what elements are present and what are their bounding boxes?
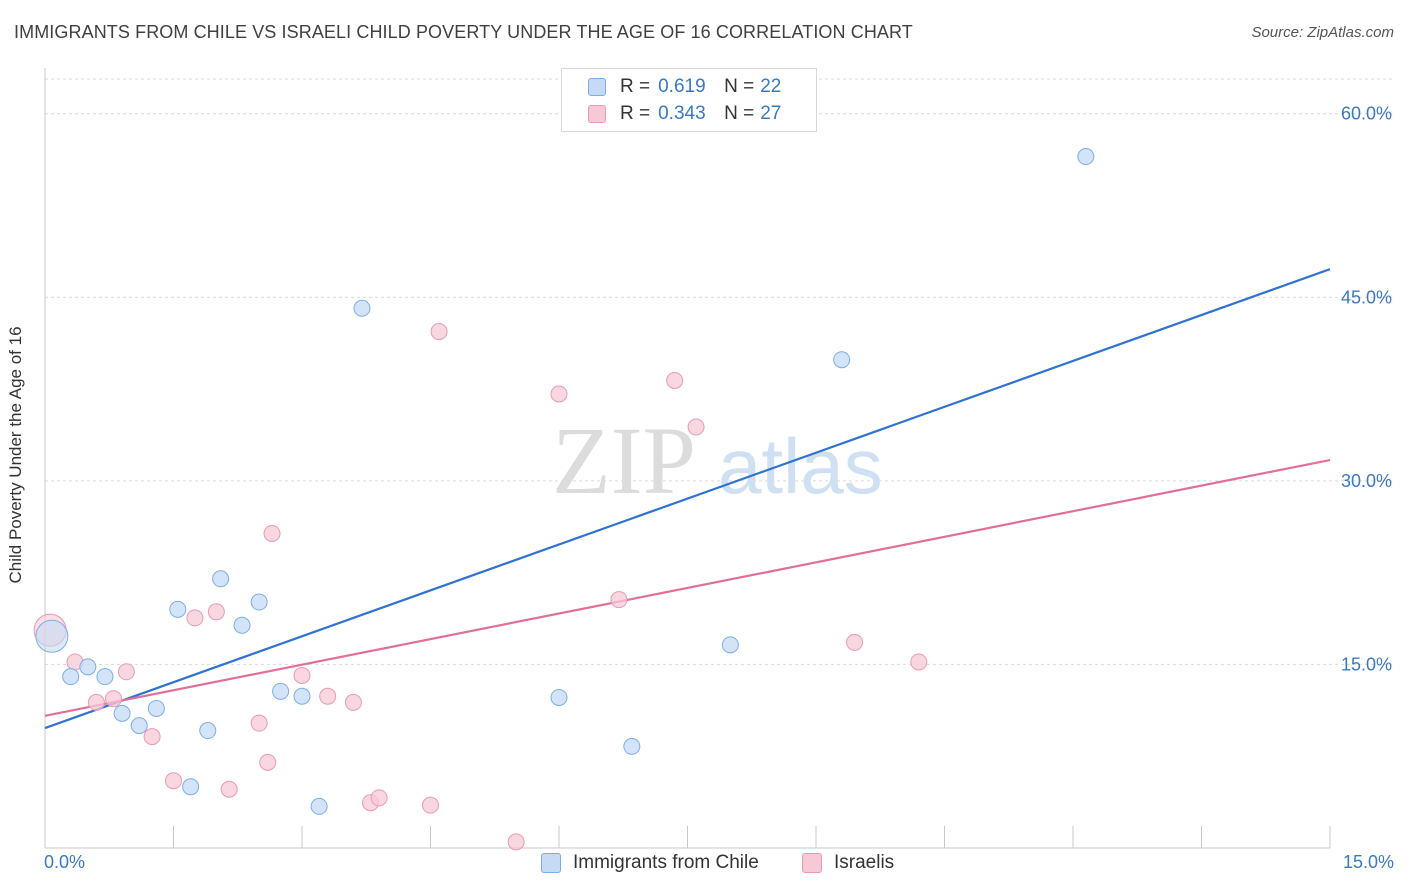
data-point-chile	[212, 570, 230, 588]
data-point-israelis	[319, 687, 337, 705]
legend-n-value-chile: 22	[760, 76, 782, 97]
data-point-israelis	[250, 714, 268, 732]
data-point-chile	[272, 682, 290, 700]
legend-r-value-israelis: 0.343	[658, 103, 706, 124]
correlation-legend: R = 0.619 N = 22 R = 0.343 N = 27	[561, 68, 817, 132]
trend-lines	[44, 268, 1331, 730]
data-point-chile	[199, 722, 217, 740]
legend-row-israelis: R = 0.343 N = 27	[588, 101, 781, 127]
data-point-israelis	[259, 753, 277, 771]
data-point-chile	[310, 797, 328, 815]
trend-line-israelis	[44, 458, 1331, 717]
y-tick-label: 45.0%	[1341, 287, 1392, 307]
data-point-israelis	[263, 524, 281, 542]
legend-r-label: R =	[620, 76, 651, 97]
series-swatch-chile	[541, 853, 561, 873]
data-point-israelis	[293, 666, 311, 684]
data-point-israelis	[666, 372, 684, 390]
data-point-israelis	[430, 323, 448, 341]
data-point-chile	[79, 658, 97, 676]
data-point-chile	[353, 299, 371, 317]
legend-n-value-israelis: 27	[760, 103, 782, 124]
data-point-chile	[130, 717, 148, 735]
legend-n-label: N =	[724, 76, 755, 97]
data-point-chile	[623, 737, 641, 755]
data-point-chile	[169, 600, 187, 618]
series-swatch-israelis	[802, 853, 822, 873]
data-point-israelis	[610, 591, 628, 609]
data-point-israelis	[207, 603, 225, 621]
data-point-chile	[35, 619, 69, 653]
data-point-israelis	[186, 609, 204, 627]
data-point-israelis	[687, 418, 705, 436]
source-credit: Source: ZipAtlas.com	[1251, 24, 1394, 41]
data-point-israelis	[165, 772, 182, 790]
data-point-chile	[1077, 148, 1095, 166]
data-point-israelis	[422, 796, 439, 814]
chart-title: IMMIGRANTS FROM CHILE VS ISRAELI CHILD P…	[14, 22, 913, 42]
y-tick-label: 60.0%	[1341, 104, 1392, 124]
data-point-israelis	[910, 653, 928, 671]
data-point-chile	[96, 668, 114, 686]
watermark: ZIP atlas	[552, 407, 883, 514]
data-point-chile	[721, 636, 739, 654]
legend-n-label: N =	[724, 103, 755, 124]
grid-lines	[45, 78, 1392, 665]
y-tick-labels: 15.0% 30.0% 45.0% 60.0%	[1341, 104, 1392, 675]
data-point-israelis	[117, 663, 135, 681]
data-point-israelis	[87, 693, 105, 711]
legend-r-label: R =	[620, 103, 651, 124]
data-point-chile	[550, 688, 568, 706]
watermark-zip: ZIP	[552, 407, 696, 514]
data-point-israelis	[507, 833, 525, 851]
watermark-atlas: atlas	[718, 422, 883, 510]
data-point-chile	[62, 668, 80, 686]
series-legend-label-chile: Immigrants from Chile	[573, 852, 759, 873]
y-tick-label: 30.0%	[1341, 471, 1392, 491]
x-tick-label-min: 0.0%	[44, 852, 86, 872]
data-point-israelis	[370, 789, 388, 807]
y-tick-label: 15.0%	[1341, 654, 1392, 674]
data-point-israelis	[105, 690, 123, 708]
legend-swatch-chile	[588, 78, 606, 96]
data-point-chile	[147, 699, 165, 717]
x-tick-label-max: 15.0%	[1342, 852, 1394, 872]
data-point-chile	[833, 351, 851, 369]
data-point-chile	[250, 593, 268, 611]
data-point-israelis	[143, 728, 161, 746]
data-point-israelis	[344, 693, 362, 711]
data-point-chile	[182, 778, 200, 796]
legend-r-value-chile: 0.619	[658, 76, 706, 97]
data-points	[33, 148, 1095, 851]
series-legend-israelis: Israelis	[802, 852, 894, 874]
data-point-chile	[233, 616, 251, 634]
y-axis-label: Child Poverty Under the Age of 16	[6, 326, 25, 584]
legend-swatch-israelis	[588, 105, 606, 123]
trend-line-chile	[44, 268, 1331, 730]
legend-row-chile: R = 0.619 N = 22	[588, 74, 781, 100]
data-point-chile	[113, 704, 131, 722]
data-point-israelis	[846, 633, 864, 651]
axes	[44, 68, 1331, 849]
series-legend: Immigrants from Chile Israelis	[0, 852, 1406, 878]
series-legend-chile: Immigrants from Chile	[541, 852, 759, 874]
series-legend-label-israelis: Israelis	[834, 852, 895, 873]
data-point-israelis	[220, 780, 238, 798]
data-point-chile	[293, 687, 311, 705]
data-point-israelis	[550, 385, 568, 403]
